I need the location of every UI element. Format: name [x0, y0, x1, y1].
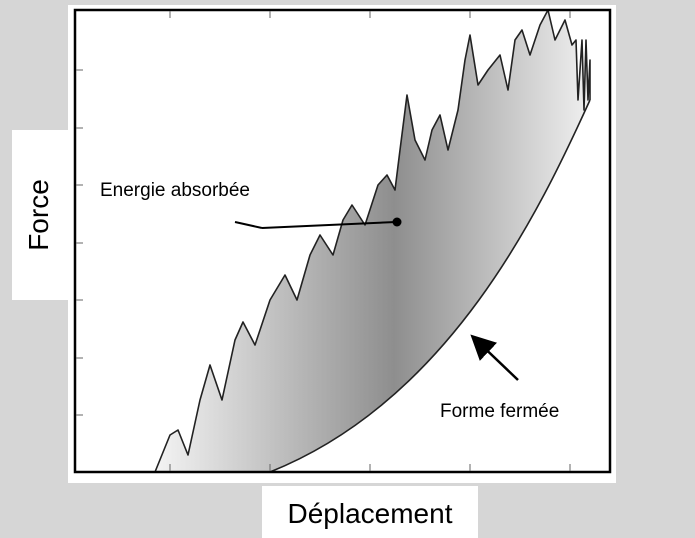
hysteresis-loop	[75, 9, 591, 473]
annotation: Energie absorbée	[100, 180, 250, 201]
pointer-line	[234, 221, 263, 229]
x-label-box	[262, 486, 478, 538]
annotation: Forme fermée	[440, 401, 559, 422]
unloading-curve	[269, 99, 591, 473]
x-axis-label: Déplacement	[288, 498, 453, 529]
frame-ticks	[76, 11, 571, 471]
y-label-box	[12, 130, 68, 300]
pointer-line	[261, 221, 397, 229]
plot-frame	[73, 8, 612, 474]
loop-fill	[155, 10, 590, 472]
pointer-dot	[392, 217, 402, 227]
loading-curve	[154, 9, 591, 473]
y-axis-label: Force	[23, 179, 54, 251]
arrow	[470, 334, 519, 381]
